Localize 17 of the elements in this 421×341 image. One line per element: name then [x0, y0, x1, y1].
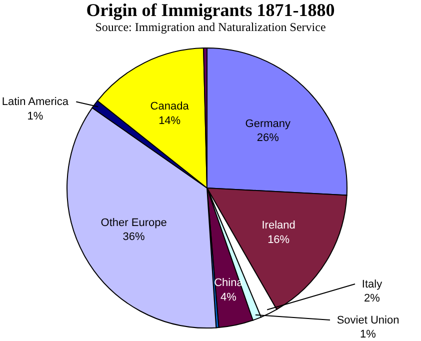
slice-label: Italy: [362, 278, 383, 290]
slice-label: Canada: [150, 100, 190, 112]
data-label: 26%: [256, 132, 280, 144]
chart-title: Origin of Immigrants 1871-1880: [85, 0, 336, 20]
slice-label: Germany: [245, 118, 292, 130]
chart-subtitle: Source: Immigration and Naturalization Service: [94, 20, 327, 34]
slice-label: Other Europe: [100, 216, 167, 229]
data-label: 14%: [158, 114, 181, 127]
data-label: 2%: [364, 292, 380, 305]
data-label: 16%: [268, 234, 290, 246]
slice-label: Ireland: [262, 220, 296, 232]
data-label: 1%: [27, 110, 44, 122]
data-label: 4%: [220, 291, 237, 304]
data-label: 1%: [360, 328, 376, 341]
slice-label: Latin America: [2, 96, 70, 108]
slice-label: Soviet Union: [336, 314, 400, 326]
data-label: 36%: [122, 231, 146, 244]
